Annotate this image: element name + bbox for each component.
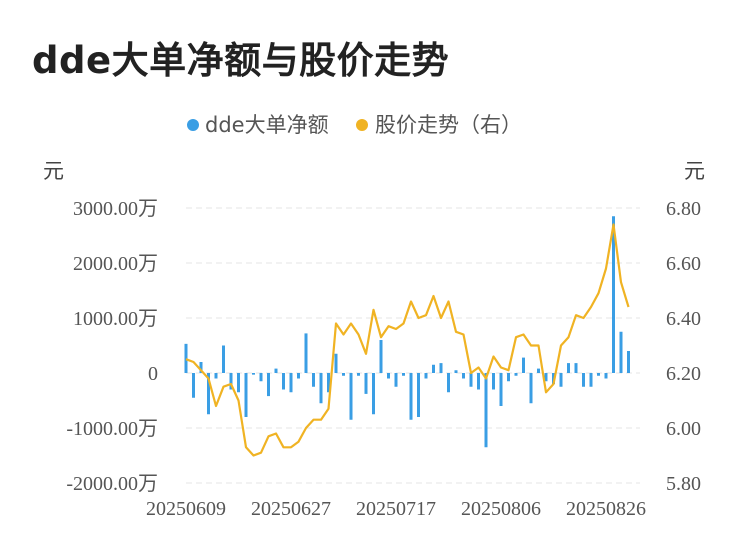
left-tick-label: 1000.00万 [73,308,158,330]
dde-bar [417,373,420,417]
x-tick-label: 20250826 [566,498,646,520]
dde-bar [252,373,255,375]
dde-bar [222,345,225,373]
dde-bar [244,373,248,417]
left-tick-label: 0 [148,363,158,385]
dde-bar [409,373,413,420]
dde-bar [469,373,473,387]
dde-bar [424,373,428,379]
dde-bar [267,373,270,397]
right-tick-label: 6.80 [666,198,701,220]
right-tick-label: 6.00 [666,418,701,440]
dde-bar [559,373,563,387]
dde-bar [499,373,503,406]
left-tick-label: -1000.00万 [66,418,158,440]
dde-bar [567,363,570,373]
right-tick-label: 6.20 [666,363,701,385]
chart-title: dde大单净额与股价走势 [32,39,450,82]
legend-label-price: 股价走势（右） [375,113,522,137]
legend-dot-price [356,119,368,131]
dde-bar [297,373,300,379]
dde-bar [432,364,435,373]
legend[interactable]: dde大单净额 股价走势（右） [187,113,522,137]
dde-bar [229,373,233,390]
x-tick-label: 20250806 [461,498,541,520]
dde-bar [454,370,458,373]
dde-bar [484,373,488,448]
dde-bar [199,362,203,373]
dde-bar [184,343,188,373]
legend-dot-dde [187,119,199,131]
dde-bar [237,373,240,393]
right-tick-label: 6.60 [666,253,701,275]
dde-bar [529,373,533,404]
right-axis-unit: 元 [684,159,705,183]
dde-bar [387,373,390,379]
dde-bar [319,373,323,404]
dde-bar [619,331,623,373]
dde-bar [507,373,510,382]
price-line [185,223,630,457]
dde-bar [394,373,398,387]
dde-bar [274,368,278,373]
dde-bar [582,373,585,387]
dde-bar [477,373,480,390]
dde-bar [447,373,450,393]
dde-bar [192,373,195,398]
gridlines [186,207,640,484]
dde-bar [612,216,615,373]
line-series [185,223,630,457]
bar-series [184,216,630,448]
dde-bar [289,373,293,393]
dde-bar [349,373,353,420]
dde-bar [312,373,315,387]
left-axis-ticks: 3000.00万 2000.00万 1000.00万 0 -1000.00万 -2000.… [66,198,158,495]
dde-bar [574,363,578,373]
dde-bar [357,373,360,376]
dde-bar [604,373,608,379]
left-tick-label: -2000.00万 [66,473,158,495]
dde-bar [207,373,210,415]
right-tick-label: 6.40 [666,308,701,330]
dde-bar [334,353,338,373]
x-tick-label: 20250627 [251,498,331,520]
dde-bar [522,357,525,373]
left-tick-label: 3000.00万 [73,198,158,220]
legend-label-dde: dde大单净额 [205,113,329,137]
dde-bar [589,373,593,387]
dde-bar [544,373,548,382]
dde-bar [327,373,330,393]
dde-bar [259,373,263,382]
dde-bar [304,333,308,373]
dde-bar [597,373,600,376]
dde-bar [342,373,345,376]
dde-bar [282,373,285,390]
dde-bar [462,373,465,379]
x-tick-label: 20250717 [356,498,436,520]
dde-bar [379,340,383,373]
x-axis-ticks: 20250609 20250627 20250717 20250806 20250826 [146,498,646,520]
right-tick-label: 5.80 [666,473,701,495]
left-tick-label: 2000.00万 [73,253,158,275]
dde-bar [514,373,518,376]
left-axis-unit: 元 [43,159,64,183]
right-axis-ticks: 6.80 6.60 6.40 6.20 6.00 5.80 [666,198,701,495]
dde-bar [439,363,443,373]
dde-bar [402,373,405,376]
dde-bar [364,373,368,394]
dde-bar [372,373,375,415]
x-tick-label: 20250609 [146,498,226,520]
dde-bar [214,373,218,379]
dde-bar [627,351,630,373]
dde-bar [492,373,495,390]
dde-bar [537,368,540,373]
